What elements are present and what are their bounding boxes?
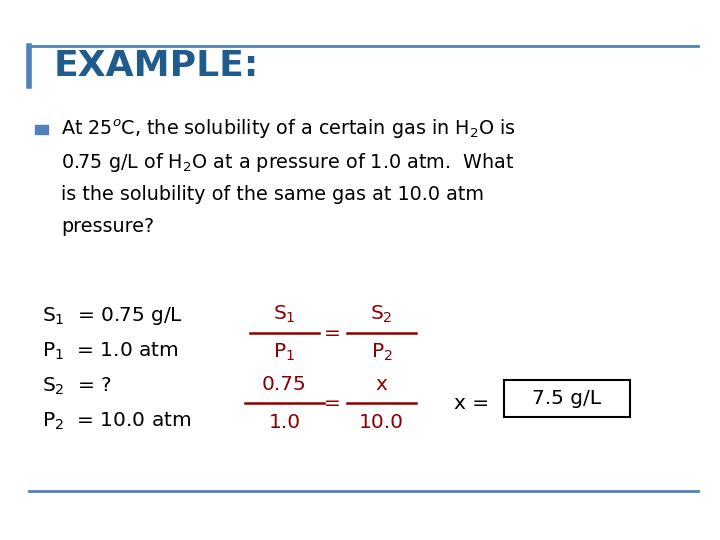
Text: EXAMPLE:: EXAMPLE:: [54, 50, 259, 83]
Text: P$_2$  = 10.0 atm: P$_2$ = 10.0 atm: [42, 410, 191, 432]
Text: P$_1$  = 1.0 atm: P$_1$ = 1.0 atm: [42, 340, 179, 362]
Text: 10.0: 10.0: [359, 413, 404, 432]
Bar: [35, 125, 48, 134]
Text: 1.0: 1.0: [269, 413, 300, 432]
Text: =: =: [324, 394, 341, 413]
Text: S$_1$  = 0.75 g/L: S$_1$ = 0.75 g/L: [42, 305, 183, 327]
Text: 0.75: 0.75: [262, 375, 307, 394]
Text: S$_1$: S$_1$: [273, 303, 296, 325]
Text: 7.5 g/L: 7.5 g/L: [533, 389, 601, 408]
Text: S$_2$  = ?: S$_2$ = ?: [42, 375, 112, 397]
Text: 0.75 g/L of H$_2$O at a pressure of 1.0 atm.  What: 0.75 g/L of H$_2$O at a pressure of 1.0 …: [61, 151, 514, 173]
Text: P$_2$: P$_2$: [371, 341, 392, 363]
FancyBboxPatch shape: [504, 380, 630, 417]
Text: x: x: [376, 375, 387, 394]
Text: P$_1$: P$_1$: [274, 341, 295, 363]
Text: S$_2$: S$_2$: [370, 303, 393, 325]
Text: At 25$^o$C, the solubility of a certain gas in H$_2$O is: At 25$^o$C, the solubility of a certain …: [61, 118, 516, 141]
Text: is the solubility of the same gas at 10.0 atm: is the solubility of the same gas at 10.…: [61, 185, 484, 204]
Text: pressure?: pressure?: [61, 217, 154, 237]
Text: x =: x =: [454, 394, 489, 413]
Text: =: =: [324, 323, 341, 343]
